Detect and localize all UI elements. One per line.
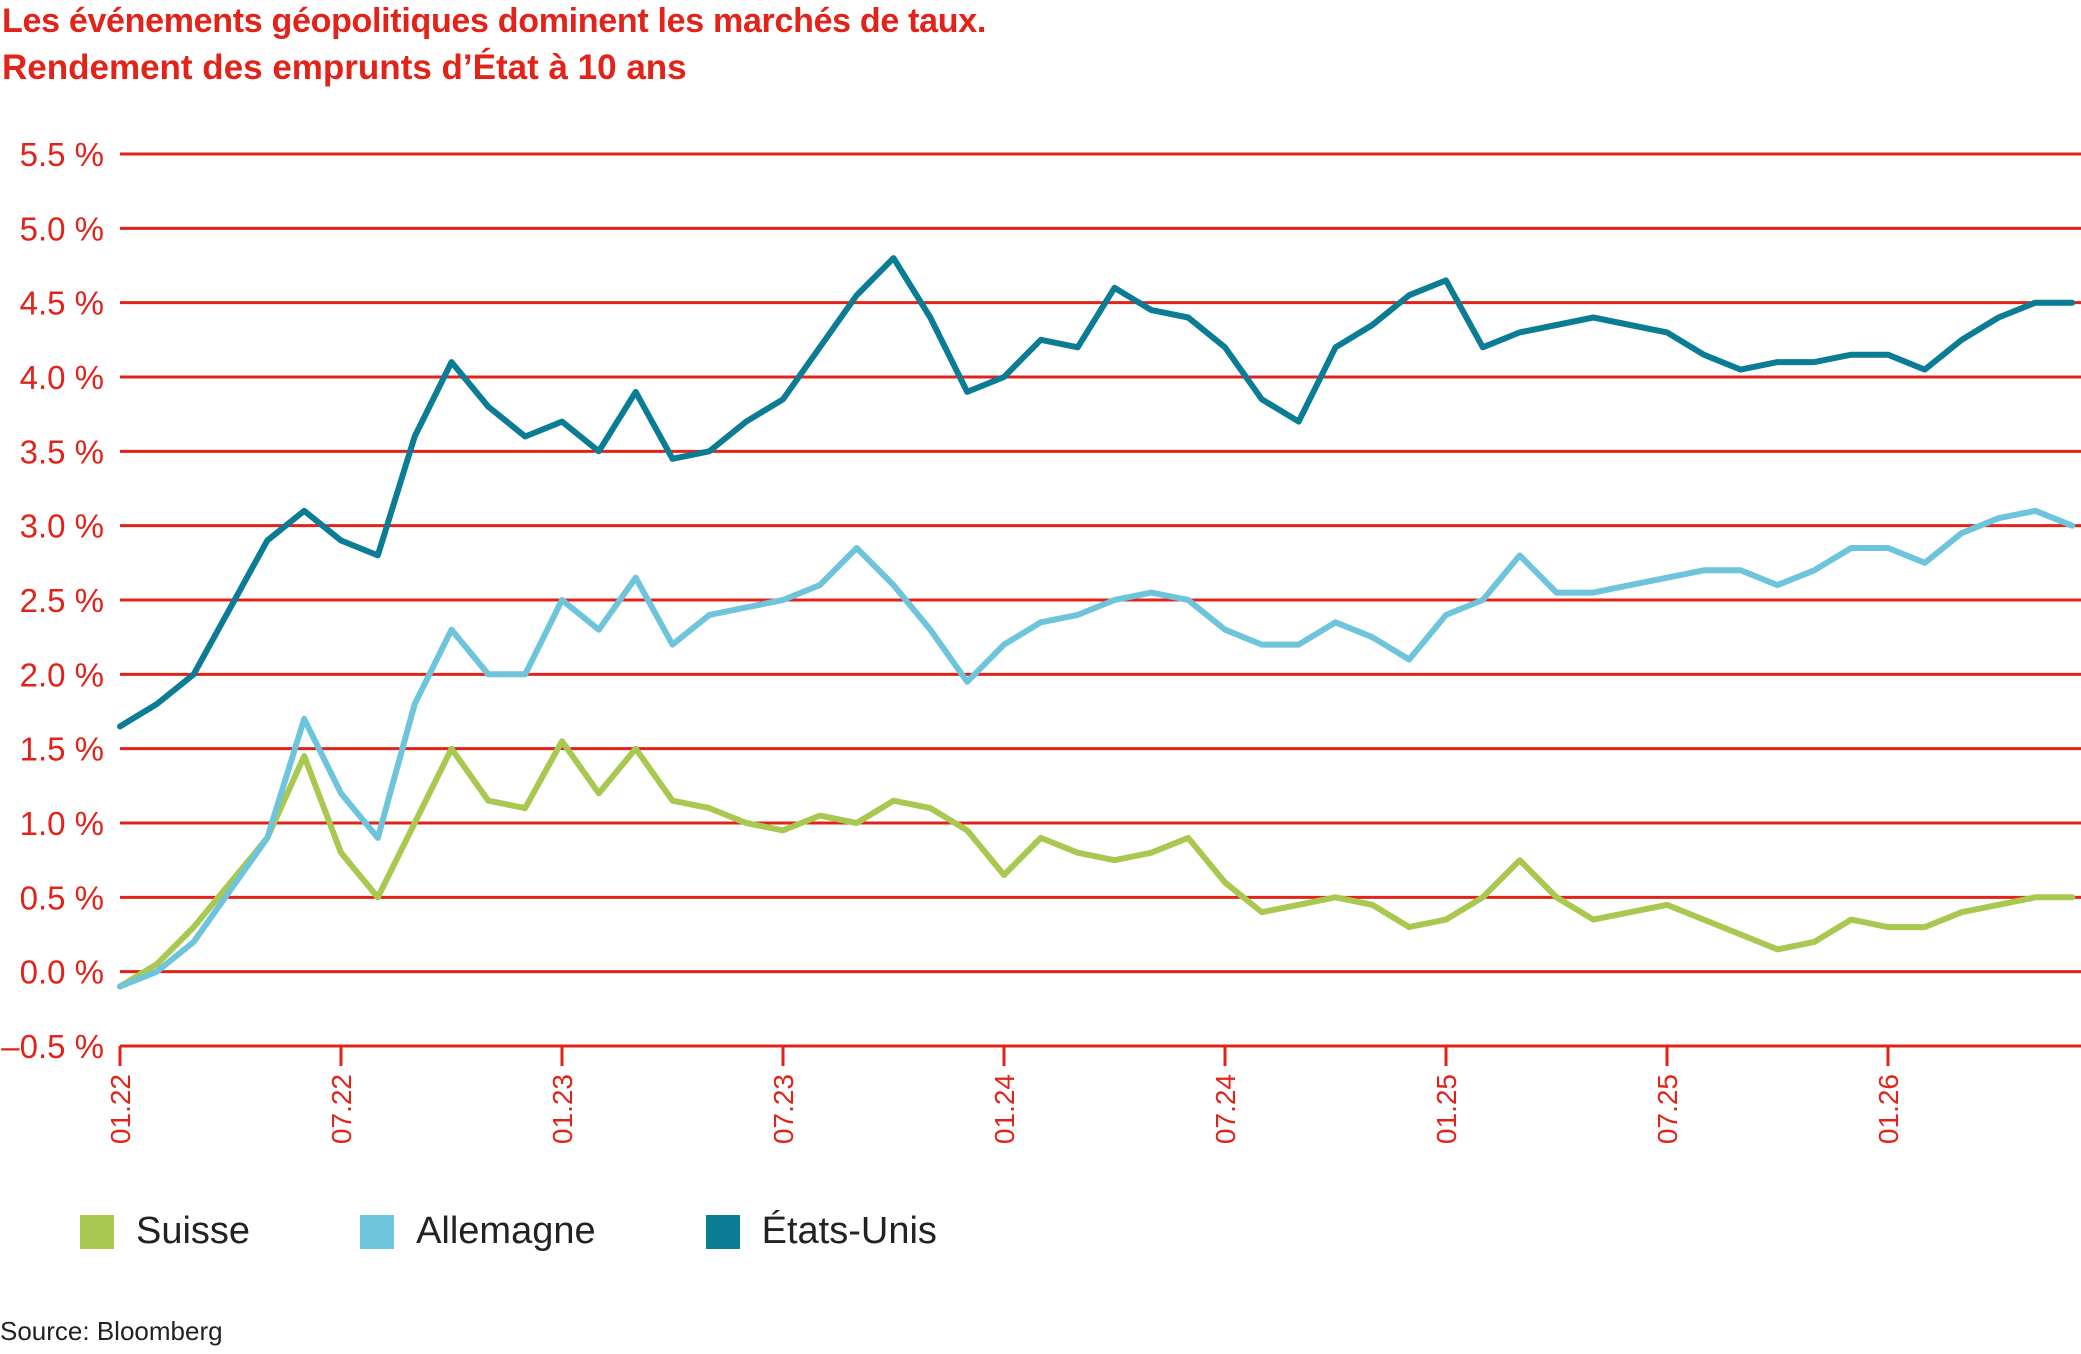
legend-item-etats-unis: États-Unis	[705, 1210, 937, 1253]
x-tick-label: 01.22	[105, 1074, 136, 1144]
legend-swatch-suisse	[80, 1214, 114, 1249]
legend-label-suisse: Suisse	[136, 1210, 251, 1252]
y-tick-label: 3.0 %	[20, 508, 104, 545]
x-tick-label: 07.23	[768, 1074, 799, 1144]
series-line-etats-unis	[117, 255, 2076, 730]
chart-subtitle: Rendement des emprunts d’État à 10 ans	[2, 48, 687, 87]
y-tick-label: 5.0 %	[20, 210, 104, 247]
y-tick-label: 5.5 %	[20, 136, 104, 173]
y-tick-label: 1.0 %	[20, 805, 104, 842]
x-tick-label: 07.22	[326, 1074, 357, 1144]
x-tick-label: 01.23	[547, 1074, 578, 1144]
legend: Suisse Allemagne États-Unis	[80, 1210, 1047, 1253]
chart-title: Les événements géopolitiques dominent le…	[2, 2, 987, 40]
legend-swatch-etats-unis	[705, 1214, 740, 1249]
legend-item-suisse: Suisse	[80, 1210, 250, 1253]
y-tick-label: 0.5 %	[20, 879, 104, 916]
source-note: Source: Bloomberg	[0, 1316, 223, 1346]
legend-swatch-allemagne	[360, 1214, 395, 1249]
y-tick-label: 4.0 %	[20, 359, 104, 396]
series-line-suisse	[117, 738, 2076, 990]
legend-label-etats-unis: États-Unis	[761, 1210, 937, 1252]
y-tick-label: 1.5 %	[20, 731, 104, 768]
x-tick-label: 01.24	[989, 1074, 1020, 1144]
x-tick-label: 01.26	[1873, 1074, 1904, 1144]
x-tick-label: 01.25	[1431, 1074, 1462, 1144]
x-tick-label: 07.24	[1210, 1074, 1241, 1144]
y-tick-label: 2.0 %	[20, 656, 104, 693]
series-line-allemagne	[117, 507, 2076, 990]
y-tick-label: –0.5 %	[1, 1028, 104, 1065]
yield-chart: –0.5 % 0.0 % 0.5 % 1.0 % 1.5 % 2.0 % 2.5 % 3.0 …	[1, 136, 2081, 1144]
y-tick-label: 4.5 %	[20, 285, 104, 322]
y-tick-label: 3.5 %	[20, 433, 104, 470]
legend-item-allemagne: Allemagne	[360, 1210, 596, 1253]
x-tick-label: 07.25	[1652, 1074, 1683, 1144]
y-tick-label: 2.5 %	[20, 582, 104, 619]
legend-label-allemagne: Allemagne	[416, 1210, 596, 1252]
y-tick-label: 0.0 %	[20, 954, 104, 991]
